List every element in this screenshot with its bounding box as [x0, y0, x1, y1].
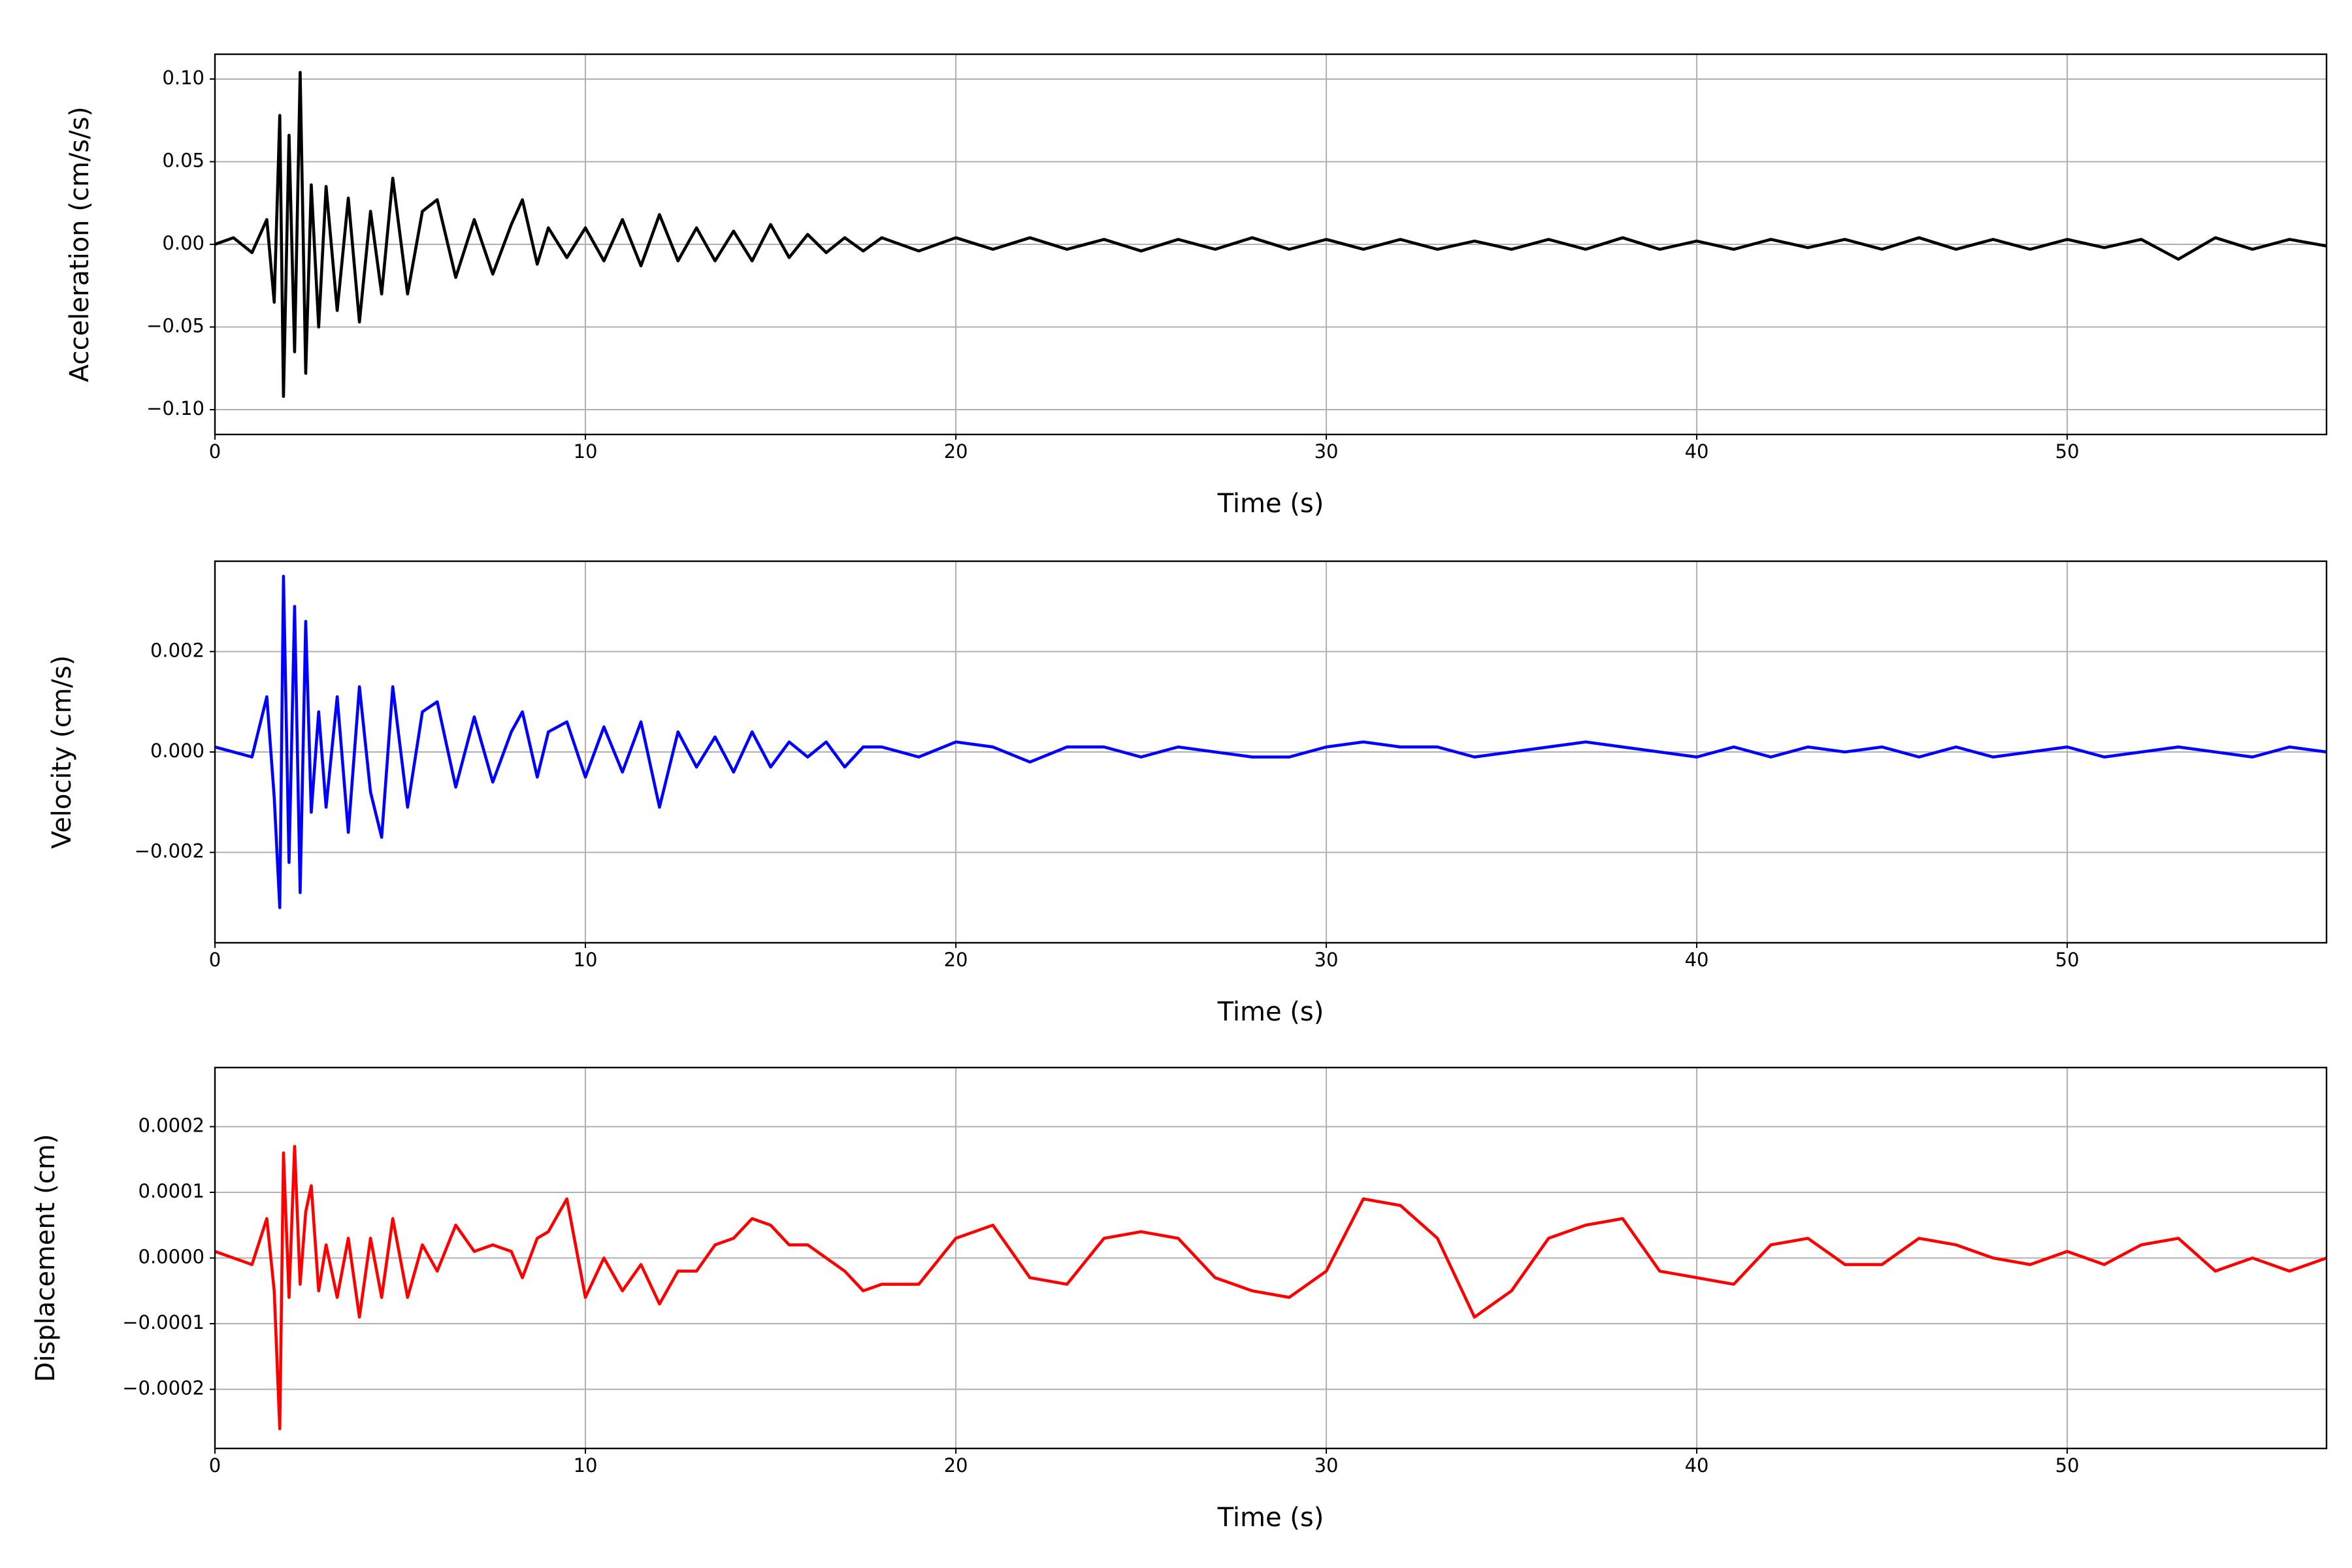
- x-axis-label: Time (s): [1217, 489, 1324, 519]
- y-tick-label: 0.0001: [139, 1180, 204, 1202]
- x-tick-label: 20: [944, 1454, 968, 1477]
- y-tick-label: 0.0000: [139, 1246, 204, 1268]
- axes-frame: [214, 1066, 2328, 1450]
- y-tick-label: −0.002: [135, 840, 204, 862]
- x-tick-label: 50: [2055, 1454, 2080, 1477]
- y-axis-label: Velocity (cm/s): [47, 655, 77, 849]
- y-tick-label: 0.00: [162, 232, 204, 254]
- y-tick-label: 0.10: [162, 67, 204, 89]
- x-tick-label: 0: [209, 440, 221, 463]
- axes-frame: [214, 53, 2328, 436]
- x-tick-label: 40: [1685, 1454, 1709, 1477]
- x-tick-label: 20: [944, 440, 968, 463]
- y-tick-label: 0.000: [150, 740, 204, 762]
- x-tick-label: 20: [944, 949, 968, 971]
- y-axis-label: Acceleration (cm/s/s): [65, 106, 95, 382]
- x-tick-label: 0: [209, 949, 221, 971]
- x-tick-label: 10: [574, 1454, 598, 1477]
- x-tick-label: 50: [2055, 949, 2080, 971]
- y-tick-label: −0.0001: [122, 1311, 204, 1333]
- x-tick-label: 40: [1685, 440, 1709, 463]
- x-tick-label: 30: [1315, 1454, 1339, 1477]
- x-axis-label: Time (s): [1217, 997, 1324, 1027]
- x-tick-label: 30: [1315, 440, 1339, 463]
- x-tick-label: 50: [2055, 440, 2080, 463]
- y-tick-label: −0.10: [146, 397, 204, 419]
- data-line: [215, 574, 2327, 909]
- x-tick-label: 10: [574, 949, 598, 971]
- x-axis-label: Time (s): [1217, 1503, 1324, 1533]
- x-tick-label: 0: [209, 1454, 221, 1477]
- y-tick-label: 0.0002: [139, 1114, 204, 1136]
- x-tick-label: 40: [1685, 949, 1709, 971]
- y-tick-label: −0.05: [146, 315, 204, 337]
- axes-frame: [214, 560, 2328, 944]
- data-line: [215, 1145, 2327, 1431]
- y-axis-label: Displacement (cm): [31, 1134, 61, 1382]
- x-tick-label: 10: [574, 440, 598, 463]
- data-line: [215, 71, 2327, 399]
- y-tick-label: 0.002: [150, 639, 204, 661]
- x-tick-label: 30: [1315, 949, 1339, 971]
- y-tick-label: −0.0002: [122, 1377, 204, 1399]
- y-tick-label: 0.05: [162, 149, 204, 171]
